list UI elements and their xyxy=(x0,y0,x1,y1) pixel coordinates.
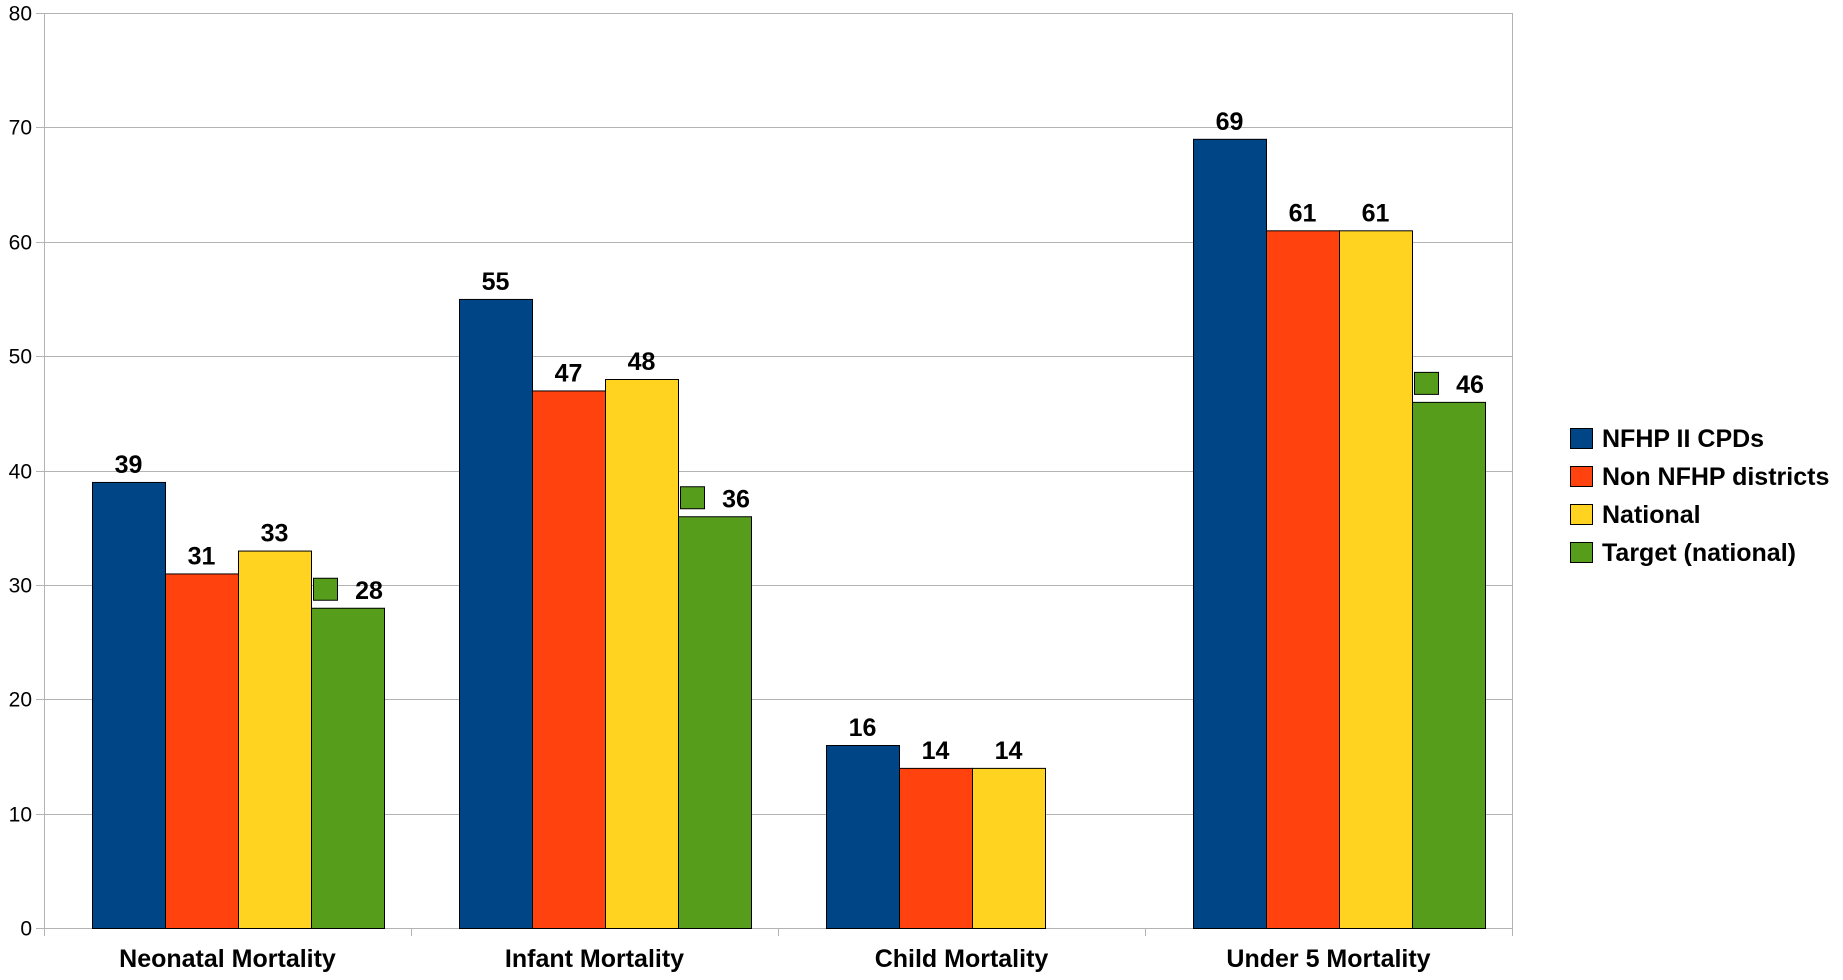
label-layer: 39 31 33 28 55 47 48 36 16 14 14 69 61 61 46 xyxy=(115,108,1484,765)
legend-swatch xyxy=(1570,542,1593,563)
bar xyxy=(899,767,973,929)
data-label: 14 xyxy=(922,737,950,765)
legend-swatch xyxy=(1570,428,1593,449)
data-label: 33 xyxy=(261,520,289,548)
data-label: 61 xyxy=(1289,199,1317,227)
y-tick-label: 80 xyxy=(9,3,32,26)
legend-label: Non NFHP districts xyxy=(1602,463,1829,491)
bar xyxy=(605,379,679,929)
legend-swatch xyxy=(1570,504,1593,525)
y-tick-label: 10 xyxy=(9,804,32,827)
y-tick-label: 60 xyxy=(9,232,32,255)
legend-label: NFHP II CPDs xyxy=(1602,425,1764,453)
data-label: 61 xyxy=(1362,199,1390,227)
bar xyxy=(1266,230,1340,929)
bar xyxy=(92,481,166,929)
bar xyxy=(1339,230,1413,929)
data-label-key xyxy=(680,486,705,510)
y-tick-label: 70 xyxy=(9,117,32,140)
category-label: Under 5 Mortality xyxy=(1226,945,1430,973)
category-label: Neonatal Mortality xyxy=(119,945,336,973)
legend-swatch xyxy=(1570,466,1593,487)
bar xyxy=(238,550,312,929)
data-label: 47 xyxy=(555,359,583,387)
legend-label: Target (national) xyxy=(1602,539,1796,567)
bar xyxy=(165,573,239,929)
y-tick-label: 40 xyxy=(9,461,32,484)
data-label: 39 xyxy=(115,451,143,479)
data-label: 69 xyxy=(1216,108,1244,136)
legend: NFHP II CPDs Non NFHP districts National Ta… xyxy=(1570,425,1829,567)
bar xyxy=(678,516,752,929)
data-label: 36 xyxy=(722,485,750,513)
y-tick-label: 0 xyxy=(20,918,32,941)
data-label: 16 xyxy=(849,714,877,742)
category-label: Child Mortality xyxy=(875,945,1049,973)
legend-label: National xyxy=(1602,501,1701,529)
axis-layer: 0 10 20 30 40 50 60 70 80 Neonatal Mortality Infan… xyxy=(9,3,1513,973)
data-label: 14 xyxy=(995,737,1023,765)
data-label: 28 xyxy=(355,577,383,605)
bar xyxy=(532,390,606,929)
data-label: 46 xyxy=(1456,371,1484,399)
y-tick-label: 50 xyxy=(9,346,32,369)
y-tick-label: 30 xyxy=(9,575,32,598)
bar xyxy=(1193,138,1267,929)
bar-layer xyxy=(92,138,1486,929)
bar xyxy=(311,607,385,929)
bar xyxy=(459,298,533,929)
data-label: 31 xyxy=(188,542,216,570)
y-tick-label: 20 xyxy=(9,689,32,712)
bar xyxy=(826,745,900,929)
data-label: 55 xyxy=(482,268,510,296)
data-label-key xyxy=(1414,371,1439,395)
bar xyxy=(1412,401,1486,929)
data-label-key xyxy=(313,577,338,601)
data-label: 48 xyxy=(628,348,656,376)
bar xyxy=(972,767,1046,929)
category-label: Infant Mortality xyxy=(505,945,684,973)
